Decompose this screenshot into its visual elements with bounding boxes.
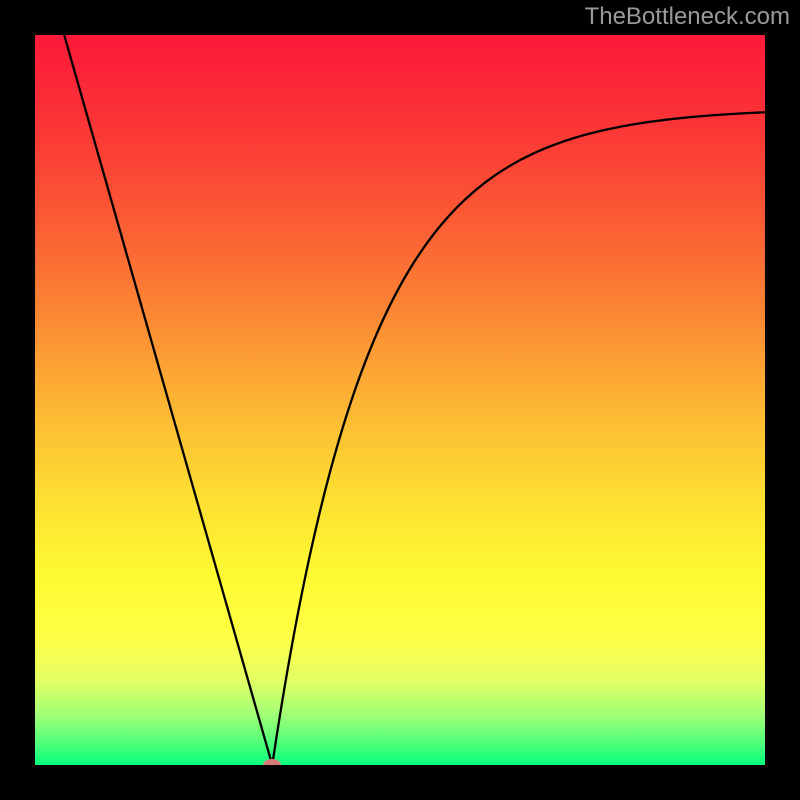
watermark-text: TheBottleneck.com bbox=[585, 3, 790, 31]
plot-area bbox=[35, 35, 765, 765]
optimum-marker bbox=[263, 759, 281, 765]
chart-container: { "watermark": { "text": "TheBottleneck.… bbox=[0, 0, 800, 800]
bottleneck-curve bbox=[35, 35, 765, 765]
